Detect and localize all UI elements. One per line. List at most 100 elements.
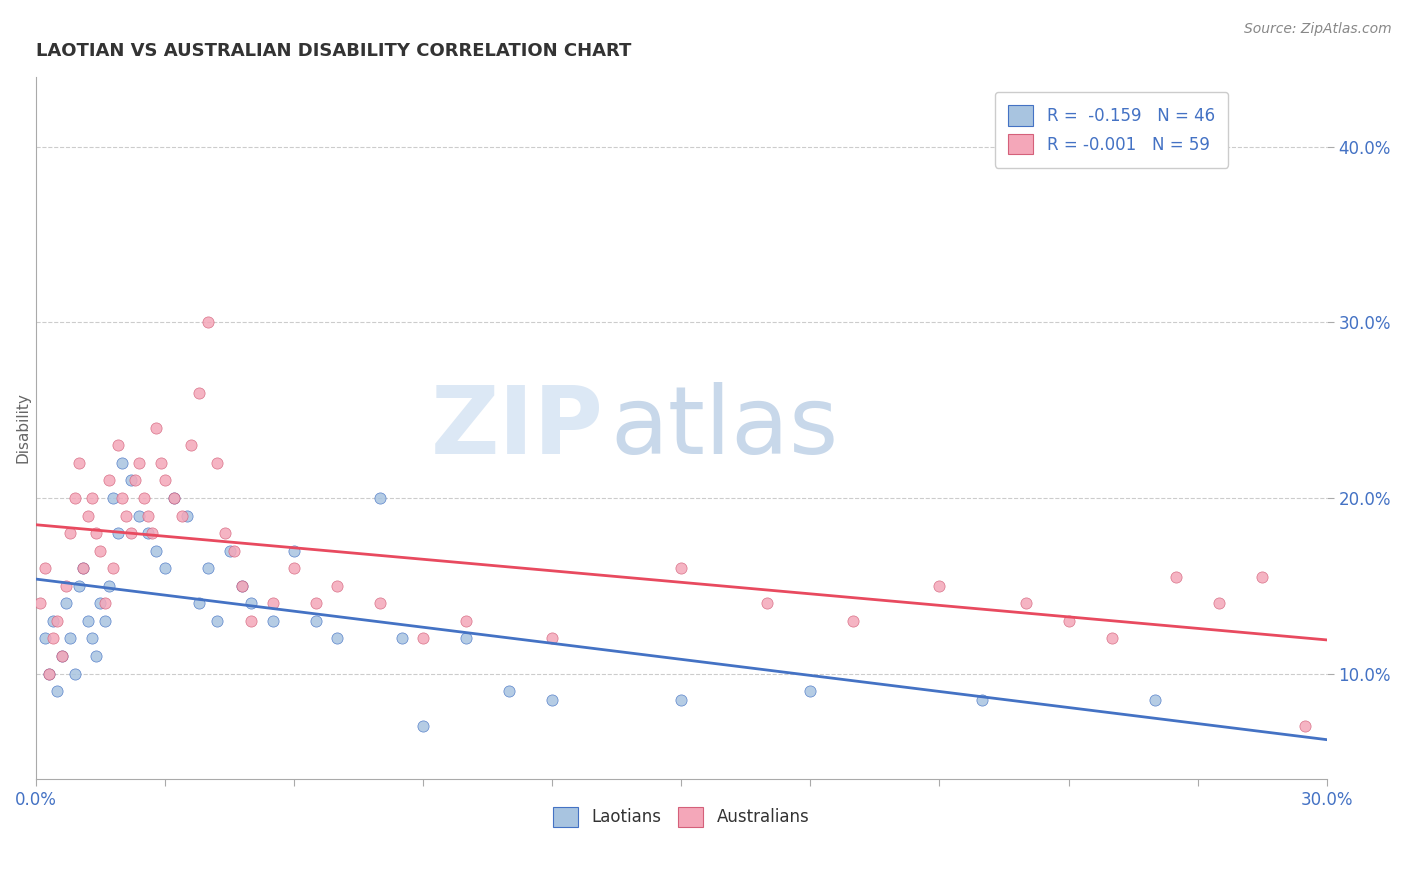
Point xyxy=(214,526,236,541)
Point xyxy=(842,614,865,628)
Point xyxy=(42,632,65,646)
Point xyxy=(42,614,65,628)
Point xyxy=(326,632,349,646)
Point xyxy=(136,508,159,523)
Point xyxy=(153,561,176,575)
Point xyxy=(59,632,82,646)
Point xyxy=(972,693,994,707)
Point xyxy=(51,648,73,663)
Point xyxy=(153,474,176,488)
Point xyxy=(51,648,73,663)
Text: atlas: atlas xyxy=(610,382,838,474)
Point xyxy=(456,632,478,646)
Point xyxy=(136,526,159,541)
Point xyxy=(1164,570,1187,584)
Point xyxy=(180,438,202,452)
Point xyxy=(1294,719,1316,733)
Point xyxy=(262,614,284,628)
Point xyxy=(218,543,240,558)
Point xyxy=(756,596,779,610)
Point xyxy=(262,596,284,610)
Point xyxy=(456,614,478,628)
Point xyxy=(304,596,326,610)
Point xyxy=(162,491,184,505)
Point xyxy=(124,474,146,488)
Point xyxy=(76,614,98,628)
Point xyxy=(84,526,107,541)
Point xyxy=(80,632,103,646)
Point xyxy=(38,666,60,681)
Point xyxy=(67,579,90,593)
Point xyxy=(188,385,211,400)
Point xyxy=(1143,693,1166,707)
Point xyxy=(34,632,56,646)
Point xyxy=(145,543,167,558)
Point xyxy=(89,543,111,558)
Point xyxy=(197,561,219,575)
Point xyxy=(1208,596,1230,610)
Point xyxy=(928,579,950,593)
Point xyxy=(94,596,117,610)
Point xyxy=(176,508,198,523)
Point xyxy=(231,579,253,593)
Point xyxy=(240,596,263,610)
Point xyxy=(1101,632,1123,646)
Point xyxy=(55,596,77,610)
Point xyxy=(222,543,245,558)
Point xyxy=(283,561,305,575)
Point xyxy=(67,456,90,470)
Point xyxy=(231,579,253,593)
Point xyxy=(188,596,211,610)
Point xyxy=(98,579,121,593)
Point xyxy=(205,456,228,470)
Point xyxy=(1014,596,1036,610)
Point xyxy=(141,526,163,541)
Point xyxy=(671,561,693,575)
Point xyxy=(1057,614,1080,628)
Point xyxy=(76,508,98,523)
Point xyxy=(412,719,434,733)
Point xyxy=(132,491,155,505)
Point xyxy=(149,456,172,470)
Point xyxy=(72,561,94,575)
Point xyxy=(84,648,107,663)
Point xyxy=(59,526,82,541)
Point xyxy=(120,526,142,541)
Point xyxy=(115,508,138,523)
Point xyxy=(63,666,86,681)
Text: LAOTIAN VS AUSTRALIAN DISABILITY CORRELATION CHART: LAOTIAN VS AUSTRALIAN DISABILITY CORRELA… xyxy=(37,42,631,60)
Point xyxy=(72,561,94,575)
Point xyxy=(103,491,125,505)
Point xyxy=(304,614,326,628)
Point xyxy=(368,491,391,505)
Point xyxy=(541,693,564,707)
Point xyxy=(111,456,134,470)
Point xyxy=(205,614,228,628)
Point xyxy=(172,508,194,523)
Point xyxy=(283,543,305,558)
Point xyxy=(145,421,167,435)
Point xyxy=(111,491,134,505)
Point xyxy=(120,474,142,488)
Point xyxy=(103,561,125,575)
Point xyxy=(46,614,69,628)
Point xyxy=(368,596,391,610)
Point xyxy=(412,632,434,646)
Point xyxy=(197,315,219,329)
Point xyxy=(63,491,86,505)
Point xyxy=(671,693,693,707)
Point xyxy=(128,508,150,523)
Point xyxy=(46,684,69,698)
Point xyxy=(240,614,263,628)
Point xyxy=(30,596,52,610)
Text: ZIP: ZIP xyxy=(432,382,603,474)
Point xyxy=(94,614,117,628)
Point xyxy=(799,684,821,698)
Legend: Laotians, Australians: Laotians, Australians xyxy=(547,800,815,834)
Point xyxy=(326,579,349,593)
Point xyxy=(498,684,520,698)
Point xyxy=(89,596,111,610)
Point xyxy=(107,438,129,452)
Point xyxy=(1251,570,1274,584)
Point xyxy=(80,491,103,505)
